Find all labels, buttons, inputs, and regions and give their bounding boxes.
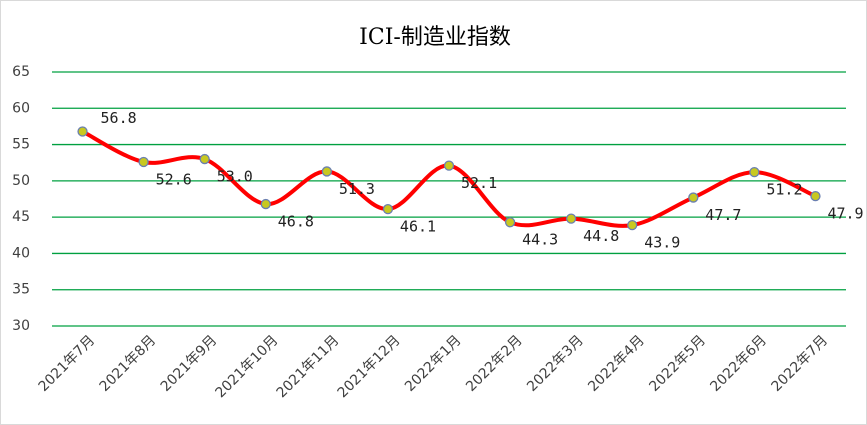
marker — [566, 213, 577, 224]
marker — [443, 160, 455, 171]
marker — [504, 217, 516, 228]
y-tick-label: 35 — [12, 282, 30, 298]
value-label: 47.9 — [827, 205, 863, 223]
marker — [810, 190, 821, 202]
marker — [260, 198, 271, 210]
value-label: 53.0 — [217, 168, 253, 186]
value-label: 46.1 — [400, 218, 436, 236]
marker — [688, 192, 699, 203]
y-tick-label: 45 — [12, 209, 30, 225]
value-label: 44.3 — [522, 231, 558, 249]
value-label: 52.1 — [461, 174, 497, 192]
value-label: 43.9 — [644, 234, 680, 252]
value-label: 47.7 — [705, 206, 741, 224]
value-label: 44.8 — [583, 227, 619, 245]
y-tick-label: 55 — [12, 137, 30, 153]
marker — [199, 153, 210, 165]
marker — [138, 156, 149, 168]
y-tick-label: 65 — [12, 64, 30, 80]
value-label: 46.8 — [278, 213, 314, 231]
marker — [627, 219, 638, 231]
value-label: 52.6 — [156, 170, 192, 188]
marker — [321, 166, 332, 177]
marker — [749, 166, 760, 178]
marker — [382, 204, 394, 215]
y-tick-label: 40 — [12, 245, 30, 261]
marker — [77, 126, 88, 137]
y-tick-label: 30 — [12, 318, 30, 334]
chart-title: ICI-制造业指数 — [359, 25, 511, 50]
y-tick-label: 50 — [12, 173, 30, 189]
value-label: 56.8 — [101, 109, 137, 127]
value-label: 51.2 — [766, 181, 802, 199]
y-tick-label: 60 — [12, 100, 30, 116]
value-label: 51.3 — [339, 180, 375, 198]
